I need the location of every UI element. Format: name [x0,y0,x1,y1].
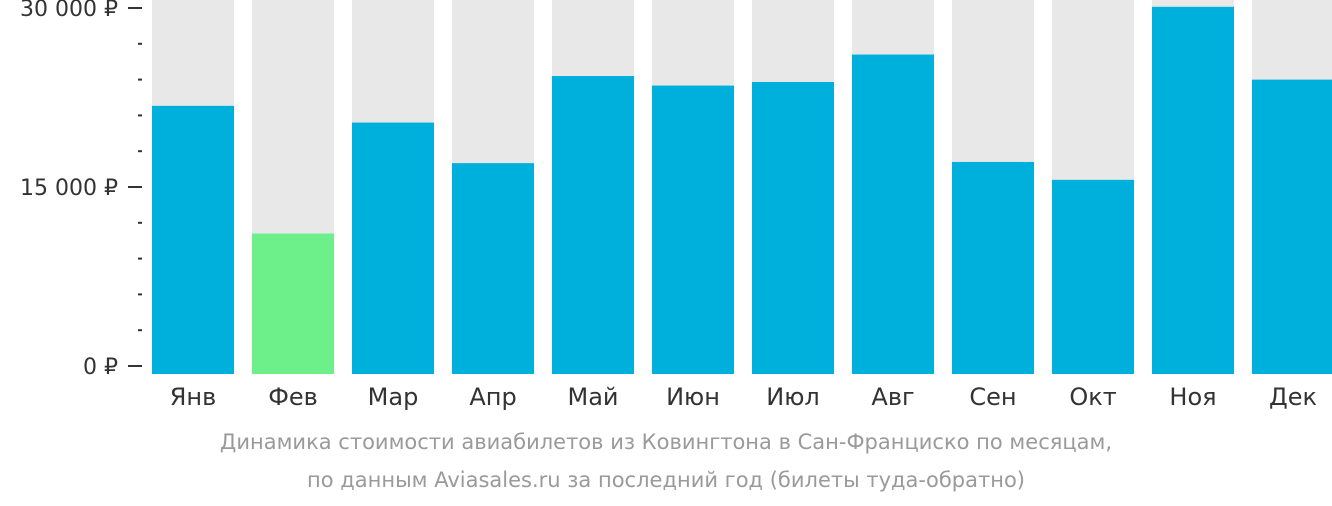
y-tick-label: 0 ₽ [83,355,118,380]
chart-caption-line-1: Динамика стоимости авиабилетов из Ковинг… [219,430,1113,454]
x-tick-label: Янв [170,383,217,411]
bar-6 [652,85,734,375]
bar-8 [852,54,934,374]
x-tick-label: Май [567,383,618,411]
bar-12 [1252,79,1332,374]
x-tick-label: Авг [871,383,914,411]
chart-caption-line-2: по данным Aviasales.ru за последний год … [307,468,1025,492]
x-tick-label: Дек [1269,383,1317,411]
bar-7 [752,81,834,374]
bar-4 [452,163,534,374]
x-tick-label: Мар [368,383,419,411]
bar-3 [352,122,434,374]
bar-9 [952,161,1034,374]
x-tick-label: Фев [268,383,318,411]
bar-5 [552,76,634,375]
x-tick-label: Окт [1069,383,1116,411]
bar-2 [252,233,334,374]
bar-11 [1152,6,1234,374]
x-tick-label: Июл [766,383,820,411]
x-tick-label: Апр [469,383,516,411]
x-tick-label: Июн [666,383,720,411]
x-tick-label: Ноя [1169,383,1216,411]
y-tick-label: 15 000 ₽ [20,176,118,201]
bar-1 [152,105,234,374]
x-tick-label: Сен [969,383,1016,411]
bar-10 [1052,179,1134,374]
y-tick-label: 30 000 ₽ [20,0,118,22]
